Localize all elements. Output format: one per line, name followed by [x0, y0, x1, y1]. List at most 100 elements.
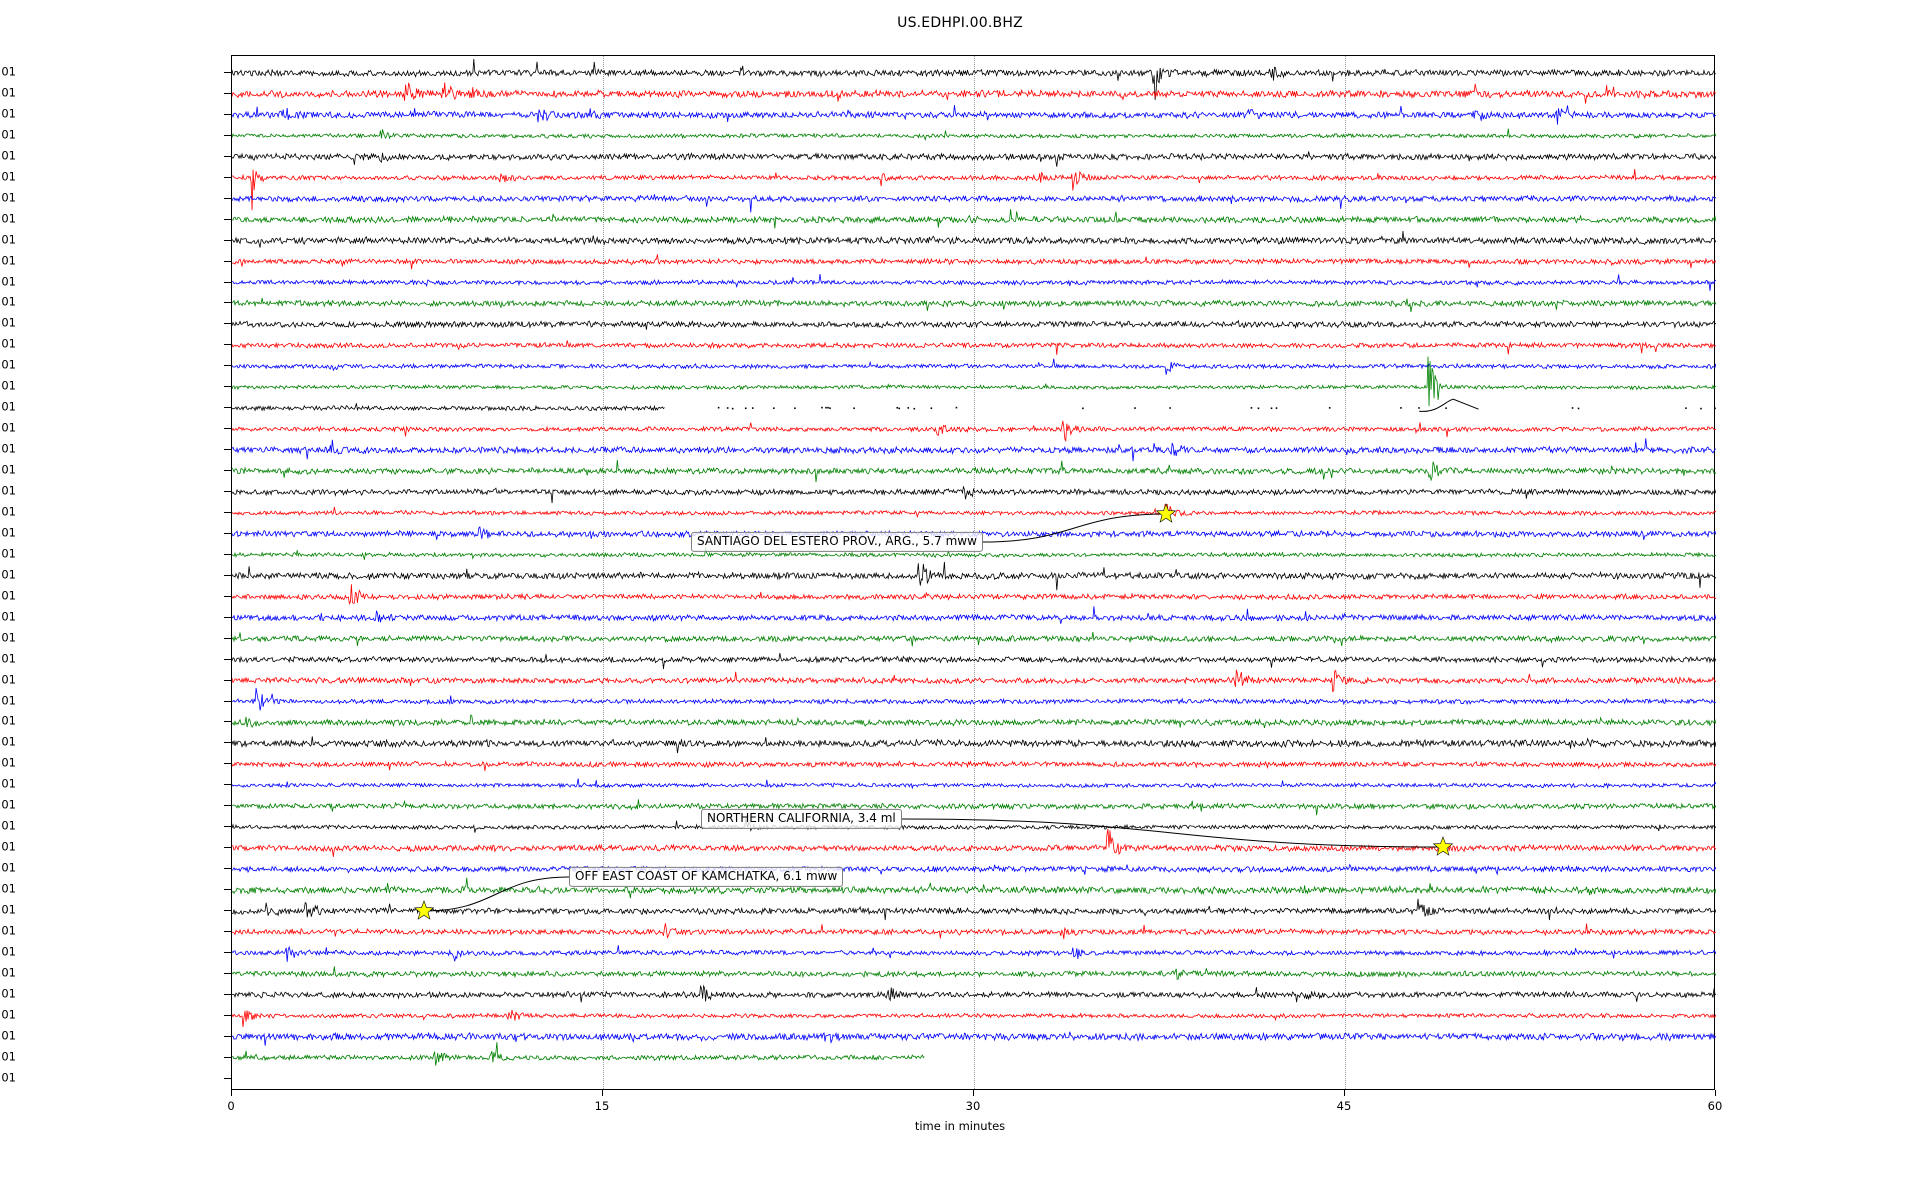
trace-row-16 [232, 403, 665, 412]
x-axis-tick-mark [231, 1090, 232, 1096]
y-axis-tick-mark [224, 553, 232, 555]
y-axis-tick-label: 03:00:01 [0, 629, 16, 644]
data-gap-marker [1418, 407, 1420, 409]
trace-row-3 [232, 128, 1716, 141]
y-axis-tick-mark [224, 700, 232, 702]
trace-row-8 [232, 231, 1716, 248]
y-axis-tick-label: 10:00:01 [0, 273, 16, 288]
y-axis-tick-label: 21:00:01 [0, 504, 16, 519]
y-axis-tick-label: 05:00:01 [0, 671, 16, 686]
y-axis-tick-label: 17:00:01 [0, 420, 16, 435]
trace-row-36 [232, 817, 1716, 833]
earthquake-annotation-label[interactable]: OFF EAST COAST OF KAMCHATKA, 6.1 mww [569, 866, 844, 888]
data-gap-marker [731, 407, 734, 410]
trace-row-2 [232, 104, 1716, 125]
data-gap-marker [930, 407, 933, 410]
y-axis-tick-mark [224, 637, 232, 639]
data-gap-marker [853, 407, 855, 410]
trace-row-29 [232, 669, 1716, 693]
trace-row-20 [232, 486, 1716, 504]
trace-row-46 [232, 1031, 1716, 1046]
data-gap-marker [1685, 407, 1687, 409]
trace-row-39 [232, 877, 1716, 899]
y-axis-tick-mark [224, 407, 232, 409]
plot-area: SANTIAGO DEL ESTERO PROV., ARG., 5.7 mww… [231, 55, 1716, 1090]
trace-row-4 [232, 151, 1716, 167]
y-axis-tick-mark [224, 72, 232, 73]
trace-row-17 [232, 420, 1716, 443]
y-axis-tick-label: 02:00:01 [0, 608, 16, 623]
data-gap-marker [1270, 407, 1273, 410]
trace-row-21 [232, 504, 1716, 519]
annotation-leader-line [982, 513, 1167, 543]
y-axis-tick-label: 22:00:01 [0, 1027, 16, 1042]
data-gap-marker [898, 407, 901, 410]
trace-row-14 [232, 358, 1716, 375]
trace-row-26 [232, 606, 1716, 624]
trace-row-47 [232, 1042, 925, 1066]
y-axis-tick-label: 01:00:01 [0, 588, 16, 602]
earthquake-annotation-label[interactable]: SANTIAGO DEL ESTERO PROV., ARG., 5.7 mww [691, 531, 983, 553]
y-axis-tick-mark [224, 889, 232, 891]
y-axis-tick-label: 08:00:01 [0, 734, 16, 749]
trace-row-38 [232, 863, 1716, 876]
y-axis-tick-mark [224, 365, 232, 367]
vertical-gridline [1345, 56, 1346, 1089]
y-axis-tick-label: 16:00:01 [0, 902, 16, 917]
trace-row-32 [232, 736, 1716, 754]
y-axis-tick-label: 03:00:01 [0, 127, 16, 142]
earthquake-annotation-label[interactable]: NORTHERN CALIFORNIA, 3.4 ml [701, 808, 902, 830]
y-axis-tick-mark [224, 239, 232, 241]
x-axis-label: time in minutes [914, 1119, 1006, 1133]
data-gap-marker [1257, 407, 1260, 410]
data-gap-marker [794, 407, 796, 410]
y-axis-tick-mark [224, 595, 232, 597]
trace-row-43 [232, 966, 1716, 980]
y-axis-tick-mark [224, 951, 232, 953]
y-axis-tick-mark [224, 218, 232, 220]
trace-row-7 [232, 209, 1716, 229]
annotation-leader-line [423, 876, 570, 912]
y-axis-tick-mark [224, 1056, 232, 1058]
trace-row-27 [232, 631, 1716, 647]
y-axis-tick-label: 18:00:01 [0, 944, 16, 959]
y-axis-tick-label: 06:00:01 [0, 189, 16, 204]
y-axis-tick-mark [224, 910, 232, 911]
y-axis-tick-layer: 00:00:01 01:00:01 02:00:01 03:00:01 04:00:01… [0, 0, 232, 1200]
trace-row-10 [232, 273, 1716, 291]
y-axis-tick-label: 00:00:01 [0, 64, 16, 79]
trace-row-42 [232, 945, 1716, 962]
data-gap-marker [1134, 407, 1136, 409]
y-axis-tick-label: 20:00:01 [0, 483, 16, 498]
data-gap-marker [1169, 407, 1171, 409]
data-gap-marker [1700, 407, 1702, 410]
trace-row-37 [232, 828, 1716, 857]
trace-row-41 [232, 923, 1716, 940]
y-axis-tick-mark [224, 511, 232, 513]
trace-row-30 [232, 687, 1716, 711]
y-axis-tick-label: 16:00:01 [0, 399, 16, 414]
trace-row-25 [232, 584, 1716, 606]
x-axis-tick-label: 45 [1336, 1099, 1352, 1113]
annotation-overlay: SANTIAGO DEL ESTERO PROV., ARG., 5.7 mww… [232, 56, 1714, 1089]
y-axis-tick-label: 07:00:01 [0, 713, 16, 728]
y-axis-tick-label: 14:00:01 [0, 357, 16, 372]
x-axis-tick-label: 60 [1707, 1099, 1723, 1113]
y-axis-tick-mark [224, 826, 232, 828]
data-gap-marker [955, 406, 958, 409]
x-axis-tick-label: 30 [965, 1099, 981, 1113]
y-axis-tick-mark [224, 616, 232, 618]
data-gap-marker [744, 407, 747, 410]
y-axis-tick-mark [224, 113, 232, 115]
y-axis-tick-mark [224, 386, 232, 388]
data-gap-marker [1715, 407, 1716, 410]
x-axis-tick-mark [1715, 1090, 1716, 1096]
y-axis-tick-label: 17:00:01 [0, 923, 16, 938]
y-axis-tick-label: 12:00:01 [0, 315, 16, 330]
trace-row-13 [232, 340, 1716, 355]
y-axis-tick-mark [224, 868, 232, 870]
data-gap-marker [1571, 407, 1574, 409]
y-axis-tick-mark [224, 92, 232, 94]
data-gap-marker [1250, 407, 1253, 409]
